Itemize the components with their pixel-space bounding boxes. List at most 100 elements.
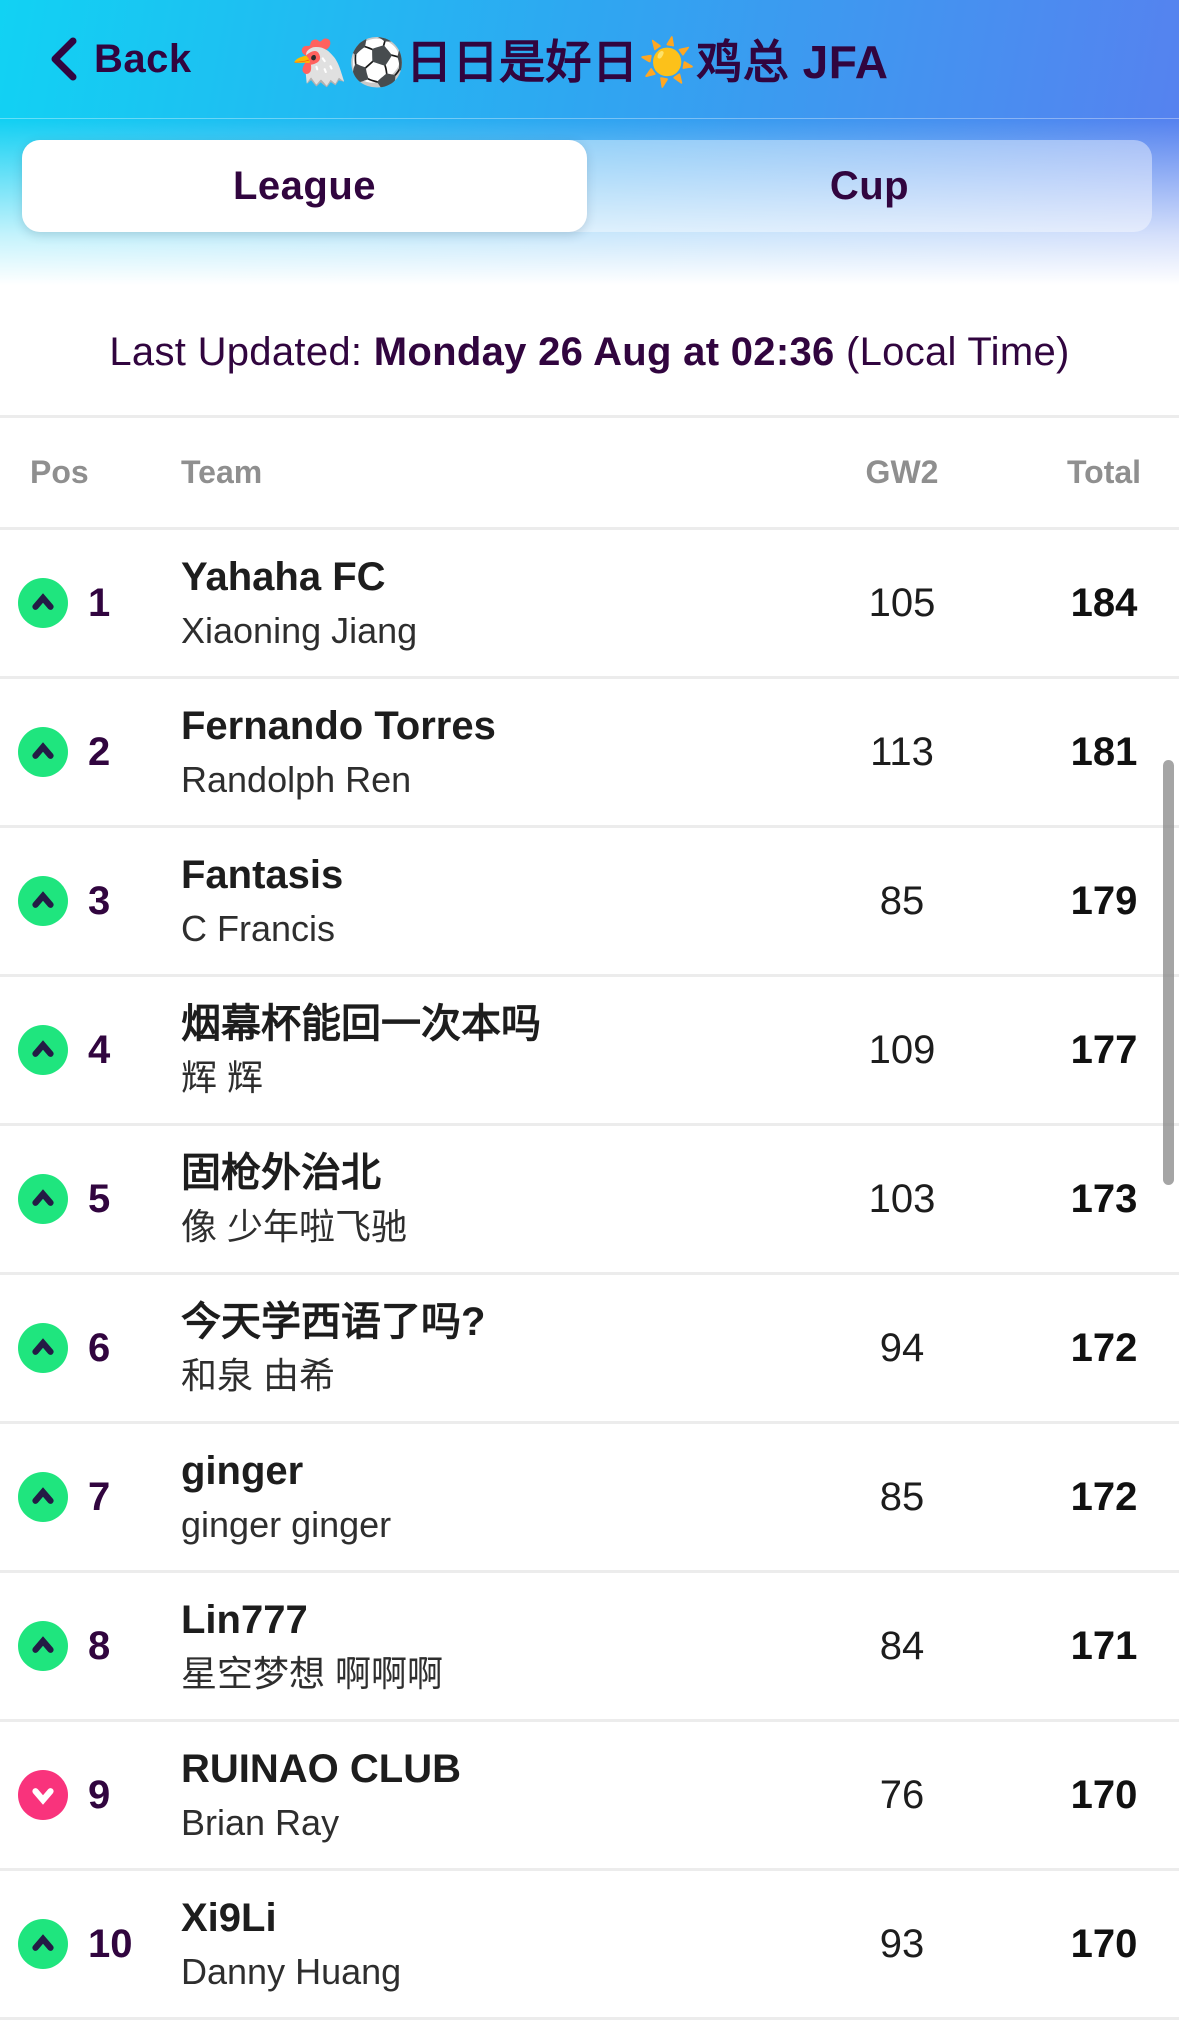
back-chevron-icon bbox=[51, 37, 77, 81]
column-header-gw: GW2 bbox=[865, 454, 939, 490]
team-name: Fernando Torres bbox=[181, 704, 496, 748]
page-title: 🐔⚽日日是好日☀️鸡总 JFA bbox=[290, 36, 889, 88]
last-updated-suffix: (Local Time) bbox=[834, 330, 1070, 374]
team-name: 烟幕杯能回一次本吗 bbox=[181, 1002, 541, 1046]
position-number: 10 bbox=[88, 1921, 133, 1966]
movement-indicator bbox=[18, 727, 68, 777]
manager-name: 像 少年啦飞驰 bbox=[181, 1206, 408, 1247]
league-standings-table: Pos Team GW2 Total 1 Yahaha FC Xiaoning … bbox=[0, 415, 1179, 2020]
table-row[interactable]: 1 Yahaha FC Xiaoning Jiang 105 184 bbox=[0, 530, 1179, 679]
movement-indicator bbox=[18, 1174, 68, 1224]
gw-points: 93 bbox=[879, 1921, 925, 1966]
column-header-total: Total bbox=[1066, 454, 1142, 490]
movement-indicator bbox=[18, 1770, 68, 1820]
manager-name: Danny Huang bbox=[181, 1951, 402, 1992]
tab-bar: League Cup bbox=[22, 140, 1152, 232]
column-header-team: Team bbox=[181, 454, 263, 490]
total-points: 177 bbox=[1070, 1027, 1138, 1072]
manager-name: 星空梦想 啊啊啊 bbox=[181, 1653, 444, 1694]
chevron-up-icon bbox=[32, 1934, 54, 1951]
movement-indicator bbox=[18, 876, 68, 926]
column-header-pos: Pos bbox=[30, 454, 89, 490]
chevron-up-icon bbox=[32, 742, 54, 759]
movement-indicator bbox=[18, 1621, 68, 1671]
table-row[interactable]: 4 烟幕杯能回一次本吗 辉 辉 109 177 bbox=[0, 977, 1179, 1126]
table-row[interactable]: 10 Xi9Li Danny Huang 93 170 bbox=[0, 1871, 1179, 2020]
back-button[interactable]: Back bbox=[0, 35, 192, 83]
last-updated-prefix: Last Updated: bbox=[109, 330, 374, 374]
team-name: 固枪外治北 bbox=[181, 1151, 381, 1195]
chevron-up-icon bbox=[32, 593, 54, 610]
team-name: Lin777 bbox=[181, 1598, 308, 1642]
chevron-up-icon bbox=[32, 1040, 54, 1057]
manager-name: C Francis bbox=[181, 908, 336, 949]
back-label: Back bbox=[94, 36, 192, 81]
table-row[interactable]: 2 Fernando Torres Randolph Ren 113 181 bbox=[0, 679, 1179, 828]
movement-indicator bbox=[18, 1472, 68, 1522]
total-points: 181 bbox=[1070, 729, 1138, 774]
movement-indicator bbox=[18, 1025, 68, 1075]
gw-points: 103 bbox=[868, 1176, 936, 1221]
table-row[interactable]: 3 Fantasis C Francis 85 179 bbox=[0, 828, 1179, 977]
table-header-row: Pos Team GW2 Total bbox=[0, 418, 1179, 530]
total-points: 170 bbox=[1070, 1921, 1138, 1966]
chevron-up-icon bbox=[32, 891, 54, 908]
position-number: 1 bbox=[88, 580, 111, 625]
last-updated-datetime: Monday 26 Aug at 02:36 bbox=[373, 330, 835, 374]
total-points: 173 bbox=[1070, 1176, 1138, 1221]
total-points: 172 bbox=[1070, 1474, 1138, 1519]
gw-points: 105 bbox=[868, 580, 936, 625]
gw-points: 76 bbox=[879, 1772, 925, 1817]
movement-indicator bbox=[18, 578, 68, 628]
chevron-up-icon bbox=[32, 1189, 54, 1206]
tab-cup[interactable]: Cup bbox=[587, 140, 1152, 232]
app-header: Back 🐔⚽日日是好日☀️鸡总 JFA bbox=[0, 0, 1179, 118]
last-updated-text: Last Updated: Monday 26 Aug at 02:36 (Lo… bbox=[0, 330, 1179, 375]
chevron-down-icon bbox=[32, 1788, 54, 1805]
movement-indicator bbox=[18, 1323, 68, 1373]
top-section: Back 🐔⚽日日是好日☀️鸡总 JFA League Cup Last Upd… bbox=[0, 0, 1179, 415]
position-number: 2 bbox=[88, 729, 111, 774]
table-row[interactable]: 6 今天学西语了吗? 和泉 由希 94 172 bbox=[0, 1275, 1179, 1424]
manager-name: 辉 辉 bbox=[181, 1057, 264, 1098]
team-name: 今天学西语了吗? bbox=[181, 1300, 486, 1344]
total-points: 179 bbox=[1070, 878, 1138, 923]
position-number: 5 bbox=[88, 1176, 111, 1221]
gw-points: 113 bbox=[870, 729, 934, 774]
position-number: 8 bbox=[88, 1623, 111, 1668]
total-points: 170 bbox=[1070, 1772, 1138, 1817]
position-number: 6 bbox=[88, 1325, 111, 1370]
chevron-up-icon bbox=[32, 1636, 54, 1653]
movement-indicator bbox=[18, 1919, 68, 1969]
position-number: 4 bbox=[88, 1027, 111, 1072]
manager-name: ginger ginger bbox=[181, 1504, 392, 1545]
table-row[interactable]: 5 固枪外治北 像 少年啦飞驰 103 173 bbox=[0, 1126, 1179, 1275]
league-table-body: 1 Yahaha FC Xiaoning Jiang 105 184 2 Fer… bbox=[0, 530, 1179, 2020]
team-name: Yahaha FC bbox=[181, 555, 386, 599]
team-name: RUINAO CLUB bbox=[181, 1747, 461, 1791]
table-row[interactable]: 8 Lin777 星空梦想 啊啊啊 84 171 bbox=[0, 1573, 1179, 1722]
total-points: 172 bbox=[1070, 1325, 1138, 1370]
table-row[interactable]: 7 ginger ginger ginger 85 172 bbox=[0, 1424, 1179, 1573]
manager-name: Brian Ray bbox=[181, 1802, 340, 1843]
team-name: Fantasis bbox=[181, 853, 344, 897]
manager-name: Xiaoning Jiang bbox=[181, 610, 418, 651]
manager-name: 和泉 由希 bbox=[181, 1355, 336, 1396]
table-row[interactable]: 9 RUINAO CLUB Brian Ray 76 170 bbox=[0, 1722, 1179, 1871]
tab-league[interactable]: League bbox=[22, 140, 587, 232]
chevron-up-icon bbox=[32, 1487, 54, 1504]
position-number: 9 bbox=[88, 1772, 111, 1817]
total-points: 171 bbox=[1070, 1623, 1138, 1668]
position-number: 7 bbox=[88, 1474, 111, 1519]
gw-points: 109 bbox=[868, 1027, 936, 1072]
gw-points: 85 bbox=[879, 1474, 925, 1519]
scrollbar-thumb[interactable] bbox=[1163, 760, 1174, 1185]
team-name: Xi9Li bbox=[181, 1896, 277, 1940]
gw-points: 94 bbox=[879, 1325, 925, 1370]
position-number: 3 bbox=[88, 878, 111, 923]
manager-name: Randolph Ren bbox=[181, 759, 412, 800]
chevron-up-icon bbox=[32, 1338, 54, 1355]
gw-points: 84 bbox=[879, 1623, 925, 1668]
gw-points: 85 bbox=[879, 878, 925, 923]
team-name: ginger bbox=[181, 1449, 304, 1493]
